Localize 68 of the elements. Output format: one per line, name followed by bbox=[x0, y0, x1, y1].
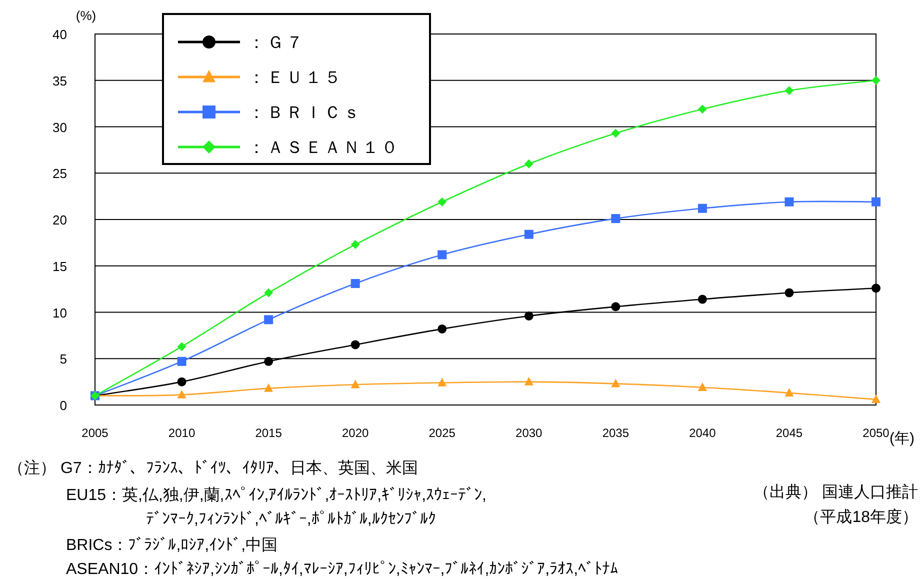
point bbox=[784, 86, 794, 96]
text: ASEAN10：ｲﾝﾄﾞﾈｼｱ,ｼﾝｶﾞﾎﾟｰﾙ,ﾀｲ,ﾏﾚｰｼｱ,ﾌｨﾘﾋﾟﾝ,ﾐｬﾝﾏｰ,ﾌﾞﾙﾈｲ,ｶﾝﾎﾞｼﾞｱ,ﾗｵｽ,ﾍﾞﾄﾅﾑ bbox=[66, 560, 618, 578]
point bbox=[872, 284, 880, 293]
point bbox=[524, 311, 534, 320]
y-tick-label: 20 bbox=[52, 212, 67, 228]
x-tick-label: 2050 bbox=[862, 426, 890, 440]
point bbox=[784, 388, 794, 397]
point bbox=[698, 294, 707, 304]
point bbox=[872, 197, 880, 206]
y-tick-label: 40 bbox=[52, 27, 67, 42]
point bbox=[698, 382, 707, 391]
x-axis-title: (年) bbox=[890, 430, 914, 447]
point bbox=[438, 197, 447, 206]
text: （平成18年度） bbox=[804, 508, 918, 526]
text: BRICs：ﾌﾞﾗｼﾞﾙ,ﾛｼｱ,ｲﾝﾄﾞ,中国 bbox=[66, 536, 278, 554]
point bbox=[350, 278, 360, 288]
legend-label: ：ＡＳＥＡＮ１０ bbox=[248, 138, 400, 157]
y-tick-label: 25 bbox=[52, 166, 67, 182]
x-tick-label: 2035 bbox=[602, 426, 630, 440]
x-tick-label: 2040 bbox=[689, 426, 716, 440]
point bbox=[698, 204, 707, 213]
legend-label: ：Ｇ７ bbox=[248, 33, 305, 52]
point bbox=[350, 340, 360, 350]
point bbox=[611, 378, 620, 388]
x-tick-label: 2020 bbox=[342, 426, 370, 440]
x-tick-label: 2010 bbox=[168, 426, 196, 440]
text: （注） G7：ｶﾅﾀﾞ、ﾌﾗﾝｽ、ﾄﾞｲﾂ、ｲﾀﾘｱ、日本、英国、米国 bbox=[8, 459, 418, 477]
point bbox=[264, 315, 274, 324]
text: ﾃﾞﾝﾏｰｸ,ﾌｨﾝﾗﾝﾄﾞ,ﾍﾞﾙｷﾞｰ,ﾎﾟﾙﾄｶﾞﾙ,ﾙｸｾﾝﾌﾞﾙｸ bbox=[146, 510, 436, 528]
point bbox=[872, 394, 880, 404]
point bbox=[611, 302, 620, 312]
point bbox=[264, 383, 274, 392]
point bbox=[177, 390, 186, 398]
point bbox=[177, 356, 186, 366]
y-tick-label: 30 bbox=[52, 120, 67, 135]
point bbox=[698, 104, 707, 114]
x-tick-label: 2025 bbox=[428, 426, 456, 440]
legend-label: ：ＥＵ１５ bbox=[248, 68, 343, 87]
y-tick-label: 5 bbox=[60, 352, 67, 367]
text: （出典） 国連人口推計 bbox=[754, 483, 918, 501]
point bbox=[611, 214, 620, 224]
point bbox=[784, 288, 794, 298]
point bbox=[524, 230, 534, 239]
x-tick-label: 2005 bbox=[82, 426, 109, 440]
y-tick-label: 0 bbox=[60, 398, 67, 413]
point bbox=[350, 240, 360, 250]
point bbox=[264, 288, 274, 298]
legend-label: ：ＢＲＩＣｓ bbox=[248, 103, 362, 122]
point bbox=[872, 76, 880, 85]
point bbox=[177, 377, 186, 386]
x-tick-label: 2045 bbox=[776, 426, 803, 440]
y-tick-label: 35 bbox=[52, 73, 67, 88]
point bbox=[264, 356, 274, 366]
y-axis-title: (%) bbox=[76, 8, 96, 23]
point bbox=[611, 128, 620, 138]
x-tick-label: 2030 bbox=[516, 426, 543, 440]
point bbox=[524, 159, 534, 168]
point bbox=[177, 342, 186, 352]
text: EU15：英,仏,独,伊,蘭,ｽﾍﾟｲﾝ,ｱｲﾙﾗﾝﾄﾞ,ｵｰｽﾄﾘｱ,ｷﾞﾘｼｬ,ｽｳｪｰﾃﾞﾝ, bbox=[66, 486, 486, 504]
y-tick-label: 10 bbox=[52, 305, 67, 320]
point bbox=[438, 250, 447, 260]
point bbox=[438, 378, 447, 386]
point bbox=[438, 324, 447, 334]
point bbox=[524, 376, 534, 386]
y-tick-label: 15 bbox=[52, 258, 67, 274]
point bbox=[350, 380, 360, 388]
point bbox=[784, 197, 794, 206]
x-tick-label: 2015 bbox=[255, 426, 282, 440]
